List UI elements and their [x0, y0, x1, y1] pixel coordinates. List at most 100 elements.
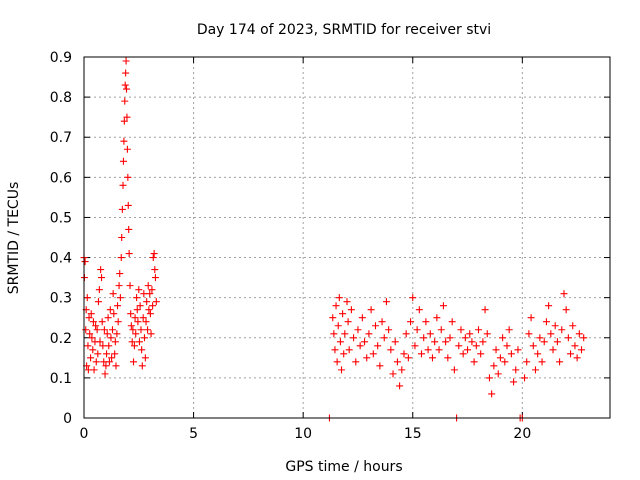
data-point — [133, 294, 141, 302]
data-point — [110, 310, 118, 318]
data-point — [82, 326, 90, 334]
data-point — [133, 306, 141, 314]
y-tick-label: 0.8 — [50, 90, 72, 106]
data-point — [123, 113, 131, 121]
data-point — [531, 366, 539, 374]
data-point — [86, 330, 94, 338]
y-tick-label: 0.4 — [50, 251, 72, 267]
x-tick-label: 10 — [294, 426, 312, 442]
data-point — [350, 334, 358, 342]
y-tick-label: 0.3 — [50, 291, 72, 307]
data-point — [111, 338, 119, 346]
data-point — [422, 318, 430, 326]
data-point — [521, 374, 529, 382]
data-point — [137, 326, 145, 334]
data-point — [569, 322, 577, 330]
data-point — [468, 338, 476, 346]
data-point — [402, 330, 410, 338]
data-point — [331, 346, 339, 354]
data-point — [92, 322, 100, 330]
data-point — [124, 173, 132, 181]
data-point — [426, 330, 434, 338]
data-point — [118, 234, 126, 241]
data-point — [125, 250, 133, 258]
data-point — [114, 302, 122, 310]
data-point — [433, 314, 441, 322]
data-point — [134, 318, 142, 326]
data-point — [123, 145, 131, 153]
data-point — [400, 350, 408, 358]
data-point — [367, 306, 375, 314]
data-point — [525, 330, 533, 338]
data-point — [512, 366, 520, 374]
data-point — [151, 274, 159, 282]
data-point — [483, 330, 491, 338]
data-point — [118, 205, 126, 213]
data-point — [147, 330, 155, 338]
data-point — [113, 330, 121, 338]
data-point — [101, 370, 109, 378]
data-point — [578, 346, 586, 354]
data-point — [140, 334, 148, 342]
data-point — [88, 334, 96, 342]
data-point — [336, 338, 344, 346]
x-axis-title: GPS time / hours — [285, 459, 402, 475]
data-point — [457, 326, 465, 334]
data-point — [116, 270, 124, 278]
data-point — [124, 201, 132, 209]
data-point — [444, 354, 452, 362]
data-point — [501, 358, 509, 366]
data-point — [571, 342, 579, 350]
data-point — [330, 330, 338, 338]
data-point — [446, 334, 454, 342]
data-point — [102, 362, 110, 370]
data-point — [529, 342, 537, 350]
data-point — [428, 354, 436, 362]
data-point — [97, 266, 105, 274]
data-point — [510, 378, 518, 386]
grid — [84, 57, 610, 418]
data-point — [418, 350, 426, 358]
data-point — [354, 326, 362, 334]
data-point — [94, 298, 102, 306]
data-point — [523, 358, 531, 366]
data-point — [461, 334, 469, 342]
data-point — [128, 338, 136, 346]
data-point — [477, 350, 485, 358]
data-point — [488, 390, 496, 398]
data-point — [149, 302, 157, 310]
data-point — [332, 302, 340, 310]
data-point — [127, 322, 135, 330]
y-tick-label: 0.2 — [50, 331, 72, 347]
data-point — [130, 358, 138, 366]
data-point — [393, 358, 401, 366]
x-axis-tick-labels: 0 5 10 15 20 — [80, 426, 532, 442]
y-tick-label: 0.1 — [50, 371, 72, 387]
data-point — [150, 250, 158, 258]
data-point — [95, 286, 103, 294]
data-point — [127, 310, 135, 318]
data-point — [333, 358, 341, 366]
data-point — [376, 362, 384, 370]
axis-ticks — [83, 56, 610, 419]
data-point — [442, 338, 450, 346]
data-point — [479, 338, 487, 346]
data-point — [344, 318, 352, 326]
data-point — [121, 97, 129, 105]
x-tick-label: 20 — [513, 426, 531, 442]
data-point — [100, 326, 108, 334]
data-point — [352, 358, 360, 366]
data-point — [391, 338, 399, 346]
data-point — [112, 362, 120, 370]
y-tick-label: 0.9 — [50, 50, 72, 66]
data-point — [398, 366, 406, 374]
data-point — [545, 302, 553, 310]
data-point — [365, 330, 373, 338]
data-point — [424, 346, 432, 354]
data-point — [87, 354, 95, 362]
data-point — [564, 334, 572, 342]
data-point — [119, 181, 127, 189]
data-point — [575, 330, 583, 338]
data-point — [120, 117, 128, 125]
